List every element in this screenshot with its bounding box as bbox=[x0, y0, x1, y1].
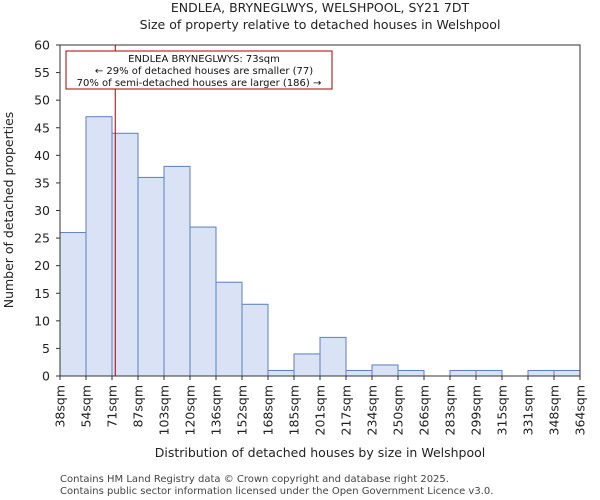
footer-line2: Contains public sector information licen… bbox=[60, 486, 493, 497]
y-tick-label: 20 bbox=[34, 258, 50, 273]
x-tick-label: 266sqm bbox=[417, 385, 432, 435]
y-tick-label: 5 bbox=[42, 341, 50, 356]
bar-299sqm bbox=[475, 369, 503, 377]
x-tick-label: 201sqm bbox=[313, 385, 328, 435]
bar-168sqm bbox=[267, 369, 295, 377]
plot-frame bbox=[59, 44, 581, 377]
x-tick-label: 120sqm bbox=[183, 385, 198, 435]
chart-title-line2: Size of property relative to detached ho… bbox=[140, 17, 501, 32]
x-tick-label: 71sqm bbox=[105, 385, 120, 428]
bar-71sqm bbox=[111, 132, 139, 377]
bar-152sqm bbox=[241, 303, 269, 377]
bar-120sqm bbox=[189, 226, 217, 377]
bar-87sqm bbox=[137, 176, 165, 377]
bars-group bbox=[59, 116, 581, 377]
x-tick-label: 152sqm bbox=[235, 385, 250, 435]
y-tick-label: 60 bbox=[34, 38, 50, 53]
x-tick-label: 87sqm bbox=[131, 385, 146, 428]
x-tick-label: 331sqm bbox=[521, 385, 536, 435]
x-tick-label: 315sqm bbox=[495, 385, 510, 435]
x-tick-label: 168sqm bbox=[261, 385, 276, 435]
x-tick-label: 185sqm bbox=[287, 385, 302, 435]
bar-136sqm bbox=[215, 281, 243, 377]
annotation-smaller: ← 29% of detached houses are smaller (77… bbox=[95, 66, 313, 77]
x-tick-label: 136sqm bbox=[209, 385, 224, 435]
x-tick-label: 54sqm bbox=[79, 385, 94, 428]
bar-234sqm bbox=[371, 364, 399, 377]
y-tick-label: 15 bbox=[34, 286, 50, 301]
x-tick-label: 364sqm bbox=[573, 385, 588, 435]
bar-103sqm bbox=[163, 165, 191, 377]
y-tick-label: 45 bbox=[34, 120, 50, 135]
y-tick-label: 40 bbox=[34, 148, 50, 163]
y-tick-label: 30 bbox=[34, 203, 50, 218]
x-tick-label: 299sqm bbox=[469, 385, 484, 435]
annotation-frame bbox=[65, 50, 333, 90]
x-axis-label: Distribution of detached houses by size … bbox=[155, 445, 486, 460]
annotation-larger: 70% of semi-detached houses are larger (… bbox=[77, 78, 322, 89]
x-tick-label: 250sqm bbox=[391, 385, 406, 435]
bar-185sqm bbox=[293, 353, 321, 377]
y-tick-label: 25 bbox=[34, 231, 50, 246]
bar-54sqm bbox=[85, 116, 113, 377]
x-tick-label: 38sqm bbox=[53, 385, 68, 428]
bar-250sqm bbox=[397, 369, 425, 377]
y-tick-label: 50 bbox=[34, 93, 50, 108]
bar-38sqm bbox=[59, 232, 87, 377]
bar-348sqm bbox=[553, 369, 581, 377]
y-axis-label: Number of detached properties bbox=[1, 112, 16, 309]
y-tick-label: 35 bbox=[34, 175, 50, 190]
annotation-title: ENDLEA BRYNEGLWYS: 73sqm bbox=[128, 54, 280, 65]
x-tick-label: 103sqm bbox=[157, 385, 172, 435]
x-tick-label: 348sqm bbox=[547, 385, 562, 435]
y-tick-label: 0 bbox=[42, 369, 50, 384]
x-tick-label: 234sqm bbox=[365, 385, 380, 435]
x-tick-label: 283sqm bbox=[443, 385, 458, 435]
y-ticks: 0 5 10 15 20 25 30 35 40 45 50 55 60 bbox=[34, 38, 60, 384]
bar-201sqm bbox=[319, 336, 347, 377]
x-ticks: 38sqm 54sqm 71sqm 87sqm 103sqm 120sqm 136sqm 15… bbox=[53, 376, 588, 435]
y-tick-label: 10 bbox=[34, 313, 50, 328]
bar-217sqm bbox=[345, 369, 373, 377]
footer-line1: Contains HM Land Registry data © Crown c… bbox=[60, 474, 449, 485]
chart-title-line1: ENDLEA, BRYNEGLWYS, WELSHPOOL, SY21 7DT bbox=[171, 0, 470, 15]
bar-331sqm bbox=[527, 369, 555, 377]
annotation-box: ENDLEA BRYNEGLWYS: 73sqm ← 29% of detach… bbox=[65, 50, 333, 90]
bar-283sqm bbox=[449, 369, 477, 377]
x-tick-label: 217sqm bbox=[339, 385, 354, 435]
y-tick-label: 55 bbox=[34, 65, 50, 80]
